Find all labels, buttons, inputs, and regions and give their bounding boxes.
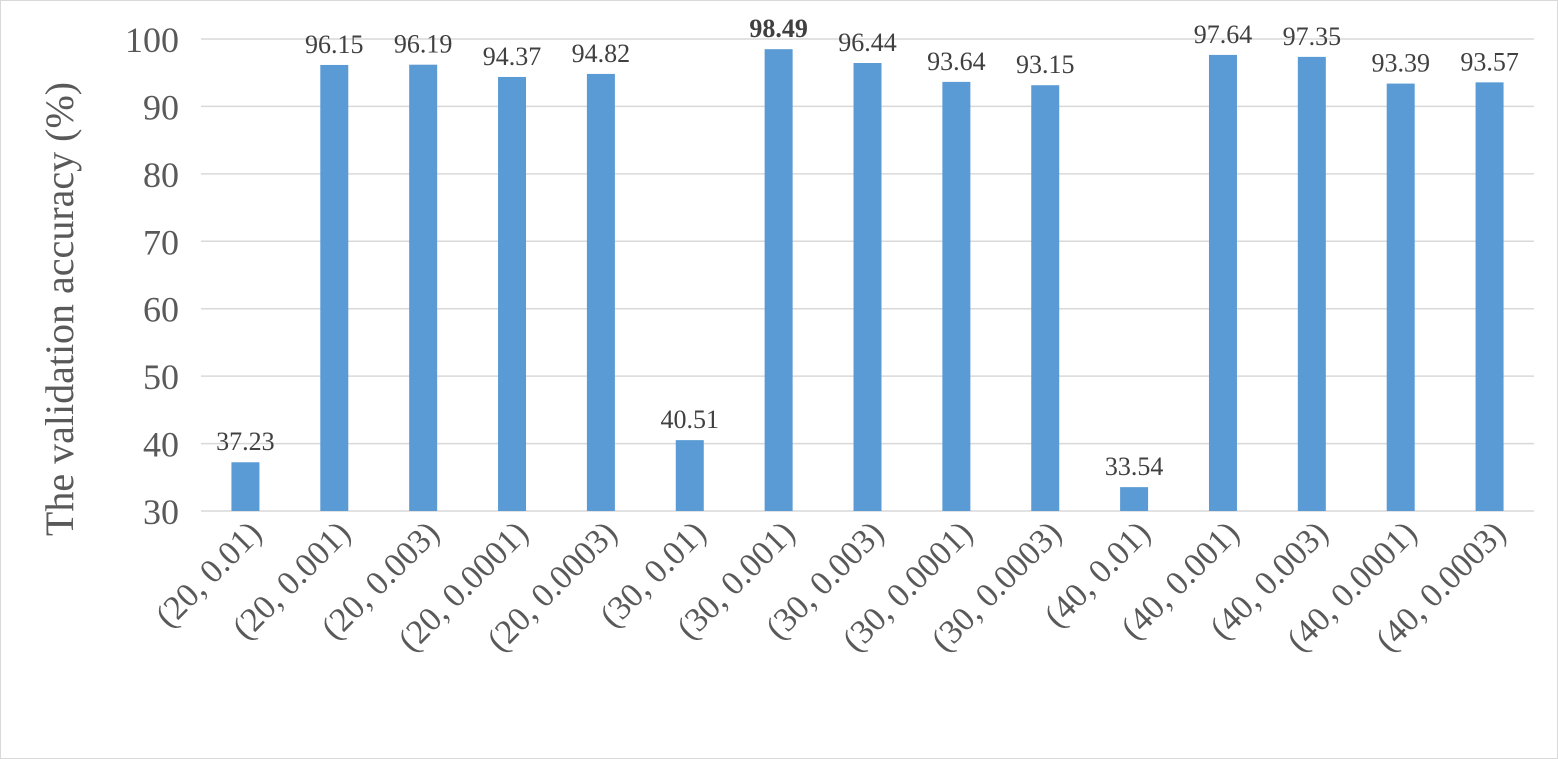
data-label: 93.64 xyxy=(927,47,986,76)
y-tick-label: 80 xyxy=(143,155,179,195)
bar xyxy=(1386,83,1415,511)
y-tick-label: 40 xyxy=(143,425,179,465)
data-label: 96.44 xyxy=(838,28,897,57)
bar xyxy=(1208,54,1237,511)
data-label: 40.51 xyxy=(661,405,720,434)
bar xyxy=(231,462,260,511)
y-tick-label: 60 xyxy=(143,290,179,330)
y-axis-ticks: 30 40 50 60 70 80 90 100 xyxy=(125,20,179,532)
bar xyxy=(409,64,438,512)
y-tick-label: 30 xyxy=(143,492,179,532)
bar xyxy=(1031,85,1060,511)
bar xyxy=(1475,82,1504,512)
data-label: 93.57 xyxy=(1460,47,1519,76)
data-label: 33.54 xyxy=(1105,452,1164,481)
bar xyxy=(498,76,527,512)
y-tick-label: 100 xyxy=(125,20,179,60)
data-label: 37.23 xyxy=(216,427,275,456)
data-label: 96.15 xyxy=(305,30,364,59)
data-label: 93.15 xyxy=(1016,50,1075,79)
y-tick-label: 70 xyxy=(143,222,179,262)
x-axis-categories: (20, 0.01)(20, 0.001)(20, 0.003)(20, 0.0… xyxy=(149,514,1513,658)
data-labels: 37.23 96.15 96.19 94.37 94.82 40.51 98.49 96.44… xyxy=(216,14,1519,481)
bar xyxy=(320,64,349,512)
bar xyxy=(675,440,704,511)
data-label: 94.37 xyxy=(483,42,542,71)
data-label: 93.39 xyxy=(1371,49,1430,78)
bar xyxy=(764,49,793,512)
bar xyxy=(853,63,882,511)
data-label: 96.19 xyxy=(394,30,453,59)
y-axis-title: The validation accuracy (%) xyxy=(37,82,82,536)
bar xyxy=(942,81,971,511)
y-tick-label: 90 xyxy=(143,87,179,127)
bar xyxy=(1120,487,1149,511)
data-label: 97.64 xyxy=(1194,20,1253,49)
bar xyxy=(1297,56,1326,512)
data-label: 94.82 xyxy=(572,39,631,68)
y-tick-label: 50 xyxy=(143,357,179,397)
data-label: 97.35 xyxy=(1283,22,1342,51)
bar xyxy=(586,73,615,511)
bars xyxy=(231,49,1504,512)
data-label: 98.49 xyxy=(749,14,808,43)
